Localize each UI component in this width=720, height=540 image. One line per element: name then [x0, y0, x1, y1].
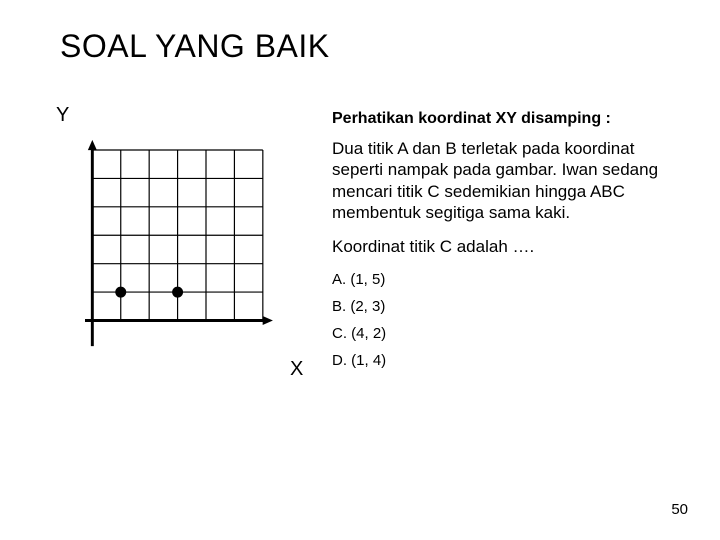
question-text: Koordinat titik C adalah …. — [332, 237, 682, 257]
option-c: C. (4, 2) — [332, 325, 682, 342]
question-block: Perhatikan koordinat XY disamping : Dua … — [332, 110, 682, 379]
page-number: 50 — [671, 501, 688, 518]
problem-paragraph: Dua titik A dan B terletak pada koordina… — [332, 138, 682, 223]
x-axis-label: X — [290, 358, 303, 381]
page-title: SOAL YANG BAIK — [60, 28, 330, 65]
option-d: D. (1, 4) — [332, 352, 682, 369]
option-a: A. (1, 5) — [332, 271, 682, 288]
y-axis-label: Y — [56, 104, 69, 127]
option-b: B. (2, 3) — [332, 298, 682, 315]
instruction-text: Perhatikan koordinat XY disamping : — [332, 110, 682, 128]
slide-page: SOAL YANG BAIK Y X Perhatikan koordinat … — [0, 0, 720, 540]
coordinate-chart — [74, 128, 294, 353]
